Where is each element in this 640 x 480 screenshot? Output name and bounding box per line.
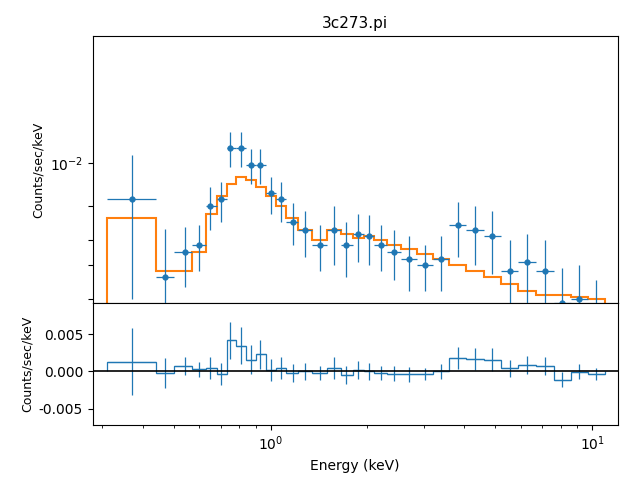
Y-axis label: Counts/sec/keV: Counts/sec/keV [31,121,44,218]
X-axis label: Energy (keV): Energy (keV) [310,459,400,473]
Y-axis label: Counts/sec/keV: Counts/sec/keV [20,316,33,412]
Title: 3c273.pi: 3c273.pi [322,16,388,31]
